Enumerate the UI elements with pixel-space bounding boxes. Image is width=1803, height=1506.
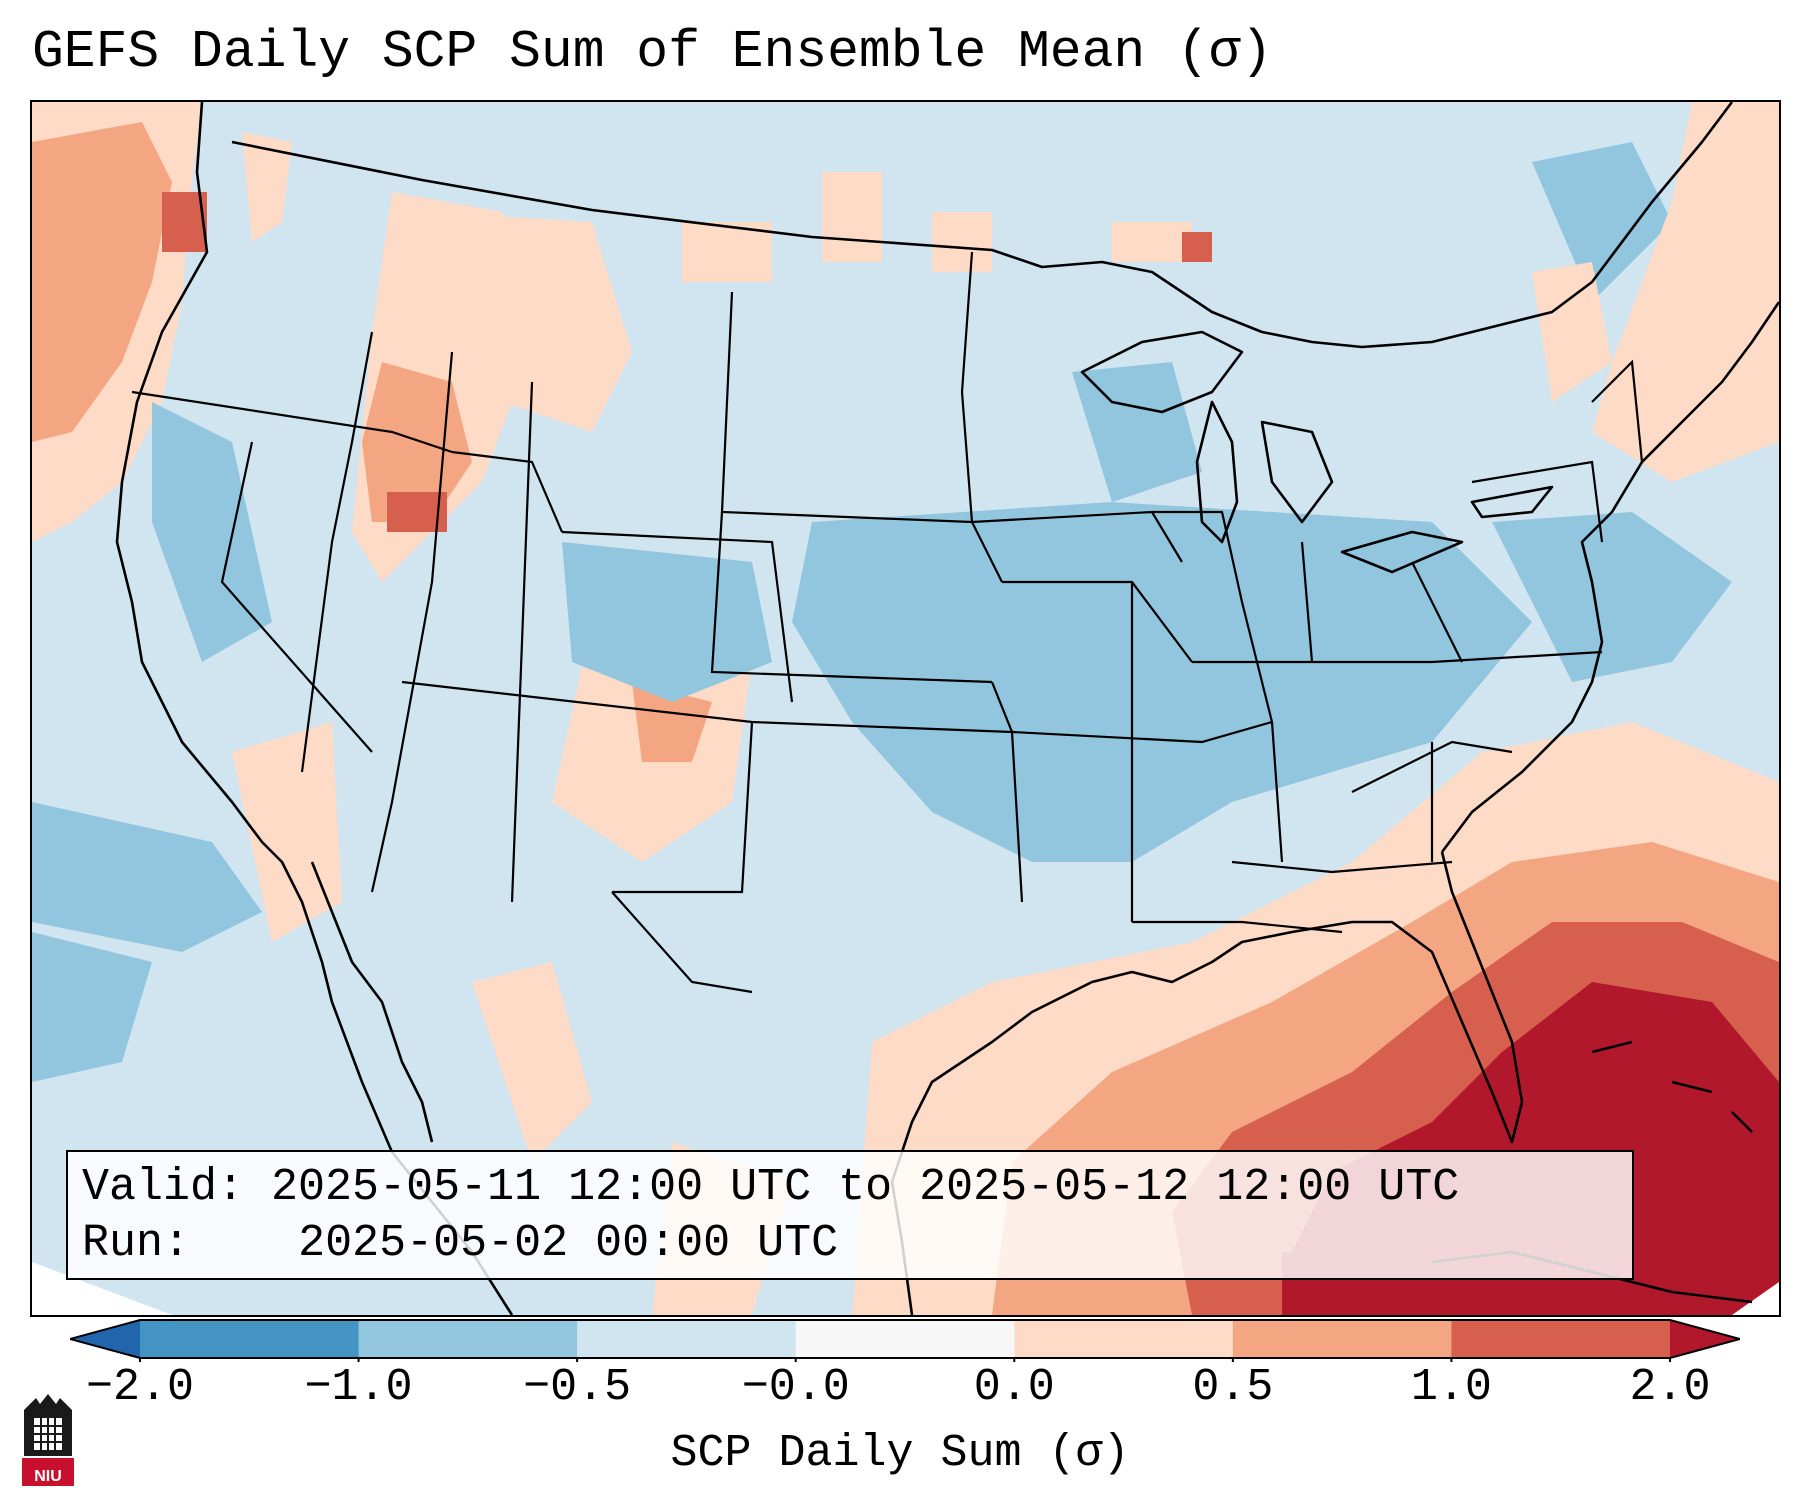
colorbar-segment [358,1320,578,1358]
coastlines-and-borders [115,102,1779,1315]
north-central-patches [682,172,1212,282]
lake-ontario [1470,485,1554,519]
colorbar [70,1319,1740,1362]
colorbar-tick-label: −1.0 [304,1362,413,1413]
colorbar-label: SCP Daily Sum (σ) [670,1428,1130,1479]
lake-huron [1260,420,1334,524]
pacific-northwest-anomaly [32,102,292,542]
colorbar-tick-label: 0.5 [1192,1362,1274,1413]
baja-coast [310,861,434,1143]
state-borders [131,251,1644,994]
colorbar-tick-label: −0.5 [523,1362,632,1413]
valid-value: 2025-05-11 12:00 UTC to 2025-05-12 12:00… [271,1162,1460,1213]
colorbar-segment [140,1320,360,1358]
colorbar-extend-max [1670,1320,1740,1358]
colorbar-tick-label: 2.0 [1629,1362,1711,1413]
logo-text: NIU [34,1468,62,1485]
idaho-utah-anomaly [352,192,632,582]
lake-superior [1080,330,1244,414]
us-canada-border [231,102,1734,349]
colorbar-segment [795,1320,1015,1358]
colorbar-tick-label: 0.0 [973,1362,1055,1413]
atlantic-coast [1440,301,1779,853]
lake-michigan [1195,400,1239,544]
colorbar-segment [1451,1320,1671,1358]
colorbar-segment [1232,1320,1452,1358]
central-negative-anomaly [562,142,1732,862]
valid-run-info-box: Valid: 2025-05-11 12:00 UTC to 2025-05-1… [66,1150,1634,1280]
logo-shield-icon [22,1394,74,1486]
run-label: Run: [82,1218,191,1269]
bahamas [1591,1040,1753,1133]
colorbar-extend-min [70,1320,140,1358]
colorbar-tick-label: −0.0 [741,1362,850,1413]
valid-label: Valid: [82,1162,245,1213]
lake-erie [1340,530,1464,574]
run-value: 2025-05-02 00:00 UTC [298,1218,839,1269]
pacific-coast [115,102,514,1315]
colorbar-tick-label: −2.0 [85,1362,195,1413]
colorbar-segments [70,1319,1740,1362]
colorbar-segment [1014,1320,1234,1358]
projection-edge-right [1732,1282,1779,1315]
map-svg [32,102,1779,1315]
niu-logo: NIU [20,1390,76,1490]
map-panel [30,100,1781,1317]
map-title: GEFS Daily SCP Sum of Ensemble Mean (σ) [32,22,1273,82]
pacific-negative-bands [32,402,272,1082]
colorbar-segment [577,1320,797,1358]
gulf-coast [890,851,1524,1315]
colorbar-tick-label: 1.0 [1410,1362,1492,1413]
